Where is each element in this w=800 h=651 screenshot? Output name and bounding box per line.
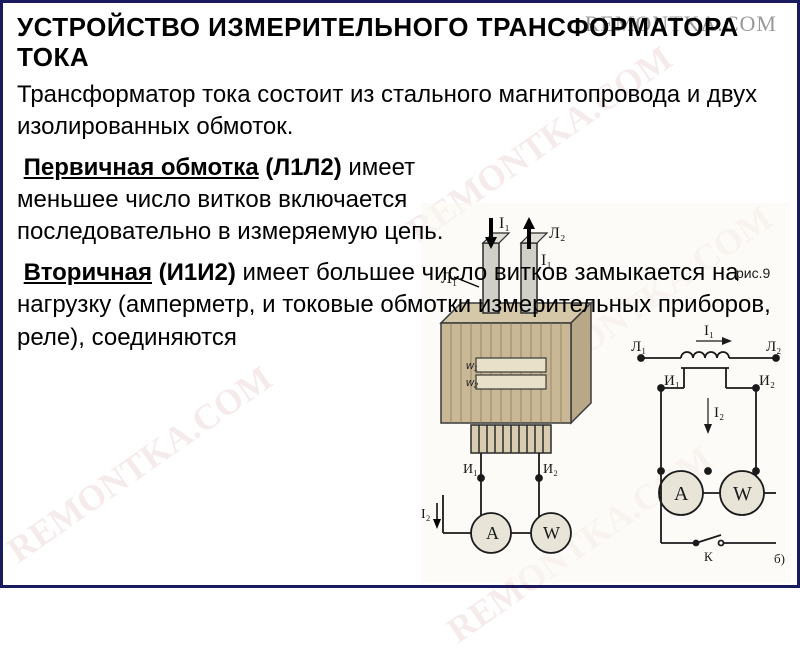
- svg-text:W: W: [733, 483, 752, 505]
- intro-text: Трансформатор тока состоит из стального …: [17, 79, 783, 144]
- page-title: УСТРОЙСТВО ИЗМЕРИТЕЛЬНОГО ТРАНСФОРМАТОРА…: [17, 13, 783, 73]
- svg-text:A: A: [486, 523, 499, 543]
- secondary-terms: (И1И2): [159, 259, 236, 286]
- svg-text:И₁: И₁: [463, 462, 478, 477]
- svg-text:К: К: [704, 549, 713, 564]
- svg-text:б): б): [774, 551, 785, 566]
- svg-text:И₁: И₁: [664, 373, 680, 389]
- content: УСТРОЙСТВО ИЗМЕРИТЕЛЬНОГО ТРАНСФОРМАТОРА…: [3, 3, 797, 364]
- primary-winding-block: Первичная обмотка (Л1Л2) имеет меньшее ч…: [17, 152, 457, 249]
- primary-terms: (Л1Л2): [265, 154, 341, 181]
- svg-text:И₂: И₂: [759, 373, 775, 389]
- svg-text:И₂: И₂: [543, 462, 558, 477]
- svg-text:I₂: I₂: [714, 405, 724, 421]
- secondary-winding-block: Вторичная (И1И2) имеет большее число вит…: [17, 257, 783, 354]
- svg-text:I₂: I₂: [421, 507, 431, 522]
- secondary-label: Вторичная: [24, 259, 152, 286]
- watermark: REMONTKA.COM: [0, 357, 280, 571]
- primary-label: Первичная обмотка: [24, 154, 259, 181]
- svg-text:W: W: [543, 523, 560, 543]
- svg-text:w₂: w₂: [466, 377, 479, 389]
- svg-text:A: A: [674, 483, 689, 505]
